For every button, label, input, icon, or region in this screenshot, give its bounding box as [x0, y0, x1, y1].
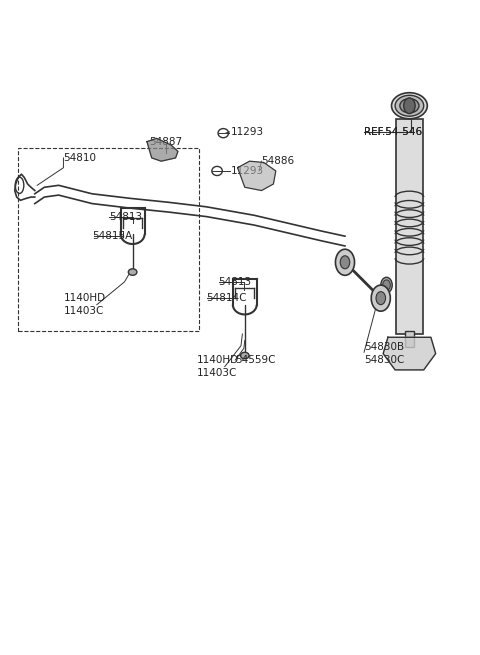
Circle shape — [404, 98, 415, 113]
Ellipse shape — [392, 93, 427, 119]
FancyBboxPatch shape — [396, 119, 423, 334]
Text: 54559C: 54559C — [235, 355, 276, 365]
Polygon shape — [147, 138, 178, 161]
Circle shape — [371, 285, 390, 311]
Text: 1140HD: 1140HD — [63, 293, 106, 303]
Ellipse shape — [395, 96, 424, 116]
Text: 54813: 54813 — [109, 212, 142, 221]
Polygon shape — [238, 161, 276, 191]
Text: 54813: 54813 — [218, 277, 252, 287]
Text: 54830C: 54830C — [364, 355, 405, 365]
Text: 54886: 54886 — [262, 156, 295, 166]
Text: 54887: 54887 — [149, 137, 182, 147]
Ellipse shape — [240, 352, 249, 359]
Text: 11403C: 11403C — [63, 306, 104, 316]
Text: REF.54-546: REF.54-546 — [364, 127, 422, 137]
Ellipse shape — [128, 269, 137, 275]
Polygon shape — [383, 337, 436, 370]
Text: 11403C: 11403C — [197, 368, 238, 378]
Circle shape — [383, 280, 390, 290]
Text: 54814C: 54814C — [206, 293, 247, 303]
Text: 54810: 54810 — [63, 153, 96, 163]
Text: 54815A: 54815A — [92, 231, 132, 241]
Circle shape — [340, 255, 350, 269]
Circle shape — [376, 291, 385, 305]
Ellipse shape — [400, 98, 419, 113]
Text: 1140HD: 1140HD — [197, 355, 239, 365]
Circle shape — [336, 250, 355, 275]
Circle shape — [381, 277, 392, 293]
Text: 11293: 11293 — [230, 166, 264, 176]
FancyBboxPatch shape — [405, 331, 414, 347]
Text: REF.54-546: REF.54-546 — [364, 127, 422, 137]
Text: 54830B: 54830B — [364, 342, 404, 352]
Text: 11293: 11293 — [230, 127, 264, 137]
